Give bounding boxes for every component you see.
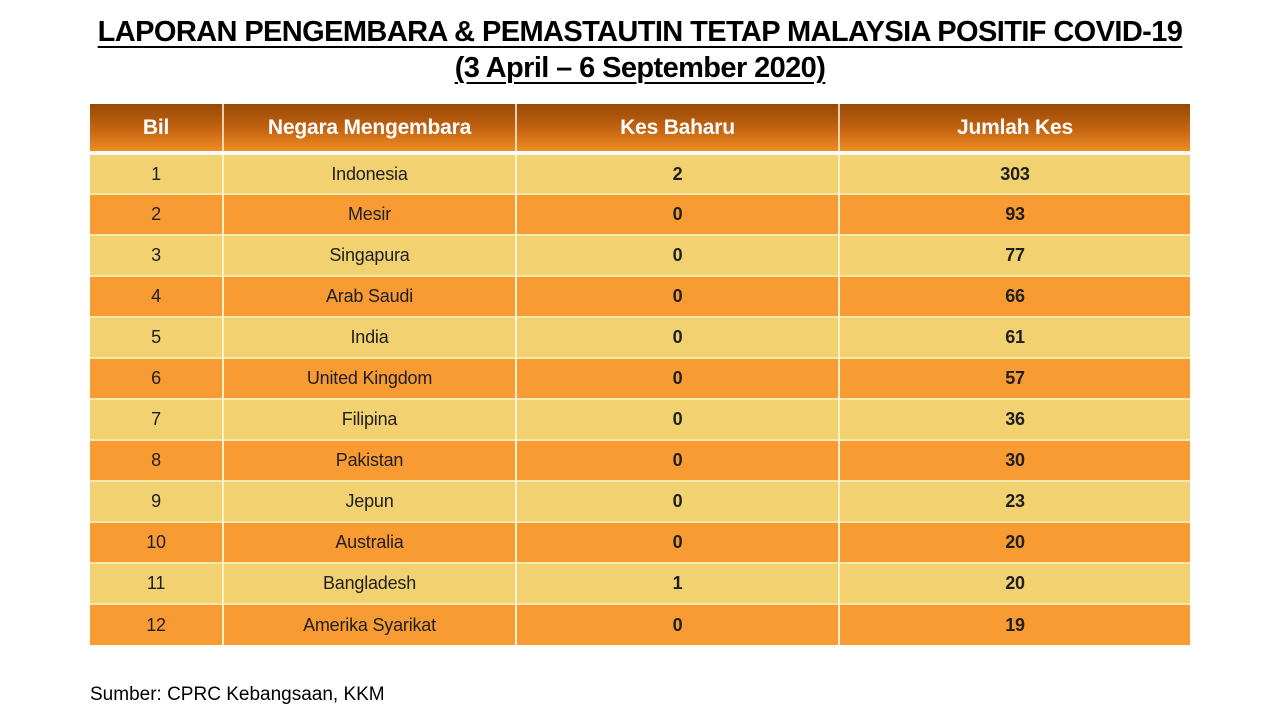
cell-jumlah-kes: 61 xyxy=(838,316,1190,358)
cell-jumlah-kes: 19 xyxy=(838,603,1190,645)
source-note: Sumber: CPRC Kebangsaan, KKM xyxy=(90,684,385,705)
title-block: LAPORAN PENGEMBARA & PEMASTAUTIN TETAP M… xyxy=(0,14,1280,86)
page-title-line1: LAPORAN PENGEMBARA & PEMASTAUTIN TETAP M… xyxy=(97,16,1183,48)
cell-kes-baharu: 0 xyxy=(515,275,839,317)
cell-kes-baharu: 0 xyxy=(515,234,839,276)
table-header-row: Bil Negara Mengembara Kes Baharu Jumlah … xyxy=(90,104,1190,153)
column-header-jumlah-kes: Jumlah Kes xyxy=(838,104,1190,153)
cell-jumlah-kes: 66 xyxy=(838,275,1190,317)
cell-bil: 2 xyxy=(90,193,223,235)
cell-negara: Jepun xyxy=(222,480,516,522)
page-title-line2: (3 April – 6 September 2020) xyxy=(454,52,826,84)
cell-kes-baharu: 0 xyxy=(515,480,839,522)
cell-kes-baharu: 0 xyxy=(515,316,839,358)
cell-bil: 9 xyxy=(90,480,223,522)
cell-negara: Amerika Syarikat xyxy=(222,603,516,645)
table-row: 4 Arab Saudi 0 66 xyxy=(90,275,1190,317)
cell-bil: 4 xyxy=(90,275,223,317)
cell-jumlah-kes: 77 xyxy=(838,234,1190,276)
cell-bil: 3 xyxy=(90,234,223,276)
column-header-bil: Bil xyxy=(90,104,223,153)
cell-bil: 10 xyxy=(90,521,223,563)
cell-bil: 8 xyxy=(90,439,223,481)
cell-bil: 12 xyxy=(90,603,223,645)
cell-bil: 11 xyxy=(90,562,223,604)
table-row: 10 Australia 0 20 xyxy=(90,521,1190,563)
table-row: 2 Mesir 0 93 xyxy=(90,193,1190,235)
cell-bil: 5 xyxy=(90,316,223,358)
cell-kes-baharu: 0 xyxy=(515,193,839,235)
cell-jumlah-kes: 93 xyxy=(838,193,1190,235)
cell-kes-baharu: 0 xyxy=(515,357,839,399)
table-body: 1 Indonesia 2 303 2 Mesir 0 93 3 Singapura 0 77 4 Ara… xyxy=(90,151,1190,645)
cell-negara: Mesir xyxy=(222,193,516,235)
column-header-negara-mengembara: Negara Mengembara xyxy=(222,104,516,153)
cell-negara: India xyxy=(222,316,516,358)
table-row: 3 Singapura 0 77 xyxy=(90,234,1190,276)
cell-negara: Filipina xyxy=(222,398,516,440)
cell-kes-baharu: 1 xyxy=(515,562,839,604)
cell-negara: United Kingdom xyxy=(222,357,516,399)
cell-jumlah-kes: 20 xyxy=(838,521,1190,563)
cell-jumlah-kes: 30 xyxy=(838,439,1190,481)
table-row: 7 Filipina 0 36 xyxy=(90,398,1190,440)
cell-kes-baharu: 2 xyxy=(515,151,839,194)
cell-negara: Pakistan xyxy=(222,439,516,481)
cell-jumlah-kes: 36 xyxy=(838,398,1190,440)
cell-kes-baharu: 0 xyxy=(515,398,839,440)
table-row: 1 Indonesia 2 303 xyxy=(90,151,1190,194)
cell-negara: Singapura xyxy=(222,234,516,276)
cell-negara: Arab Saudi xyxy=(222,275,516,317)
cell-negara: Indonesia xyxy=(222,151,516,194)
cell-jumlah-kes: 20 xyxy=(838,562,1190,604)
cell-bil: 6 xyxy=(90,357,223,399)
covid-cases-table: Bil Negara Mengembara Kes Baharu Jumlah … xyxy=(90,104,1190,645)
cell-bil: 1 xyxy=(90,151,223,194)
cell-jumlah-kes: 23 xyxy=(838,480,1190,522)
table-row: 11 Bangladesh 1 20 xyxy=(90,562,1190,604)
table-row: 6 United Kingdom 0 57 xyxy=(90,357,1190,399)
cell-kes-baharu: 0 xyxy=(515,603,839,645)
table-row: 8 Pakistan 0 30 xyxy=(90,439,1190,481)
cell-bil: 7 xyxy=(90,398,223,440)
table-row: 9 Jepun 0 23 xyxy=(90,480,1190,522)
column-header-kes-baharu: Kes Baharu xyxy=(515,104,839,153)
cell-kes-baharu: 0 xyxy=(515,521,839,563)
table-row: 12 Amerika Syarikat 0 19 xyxy=(90,603,1190,645)
cell-kes-baharu: 0 xyxy=(515,439,839,481)
cell-jumlah-kes: 57 xyxy=(838,357,1190,399)
cell-negara: Bangladesh xyxy=(222,562,516,604)
table-row: 5 India 0 61 xyxy=(90,316,1190,358)
cell-jumlah-kes: 303 xyxy=(838,151,1190,194)
cell-negara: Australia xyxy=(222,521,516,563)
